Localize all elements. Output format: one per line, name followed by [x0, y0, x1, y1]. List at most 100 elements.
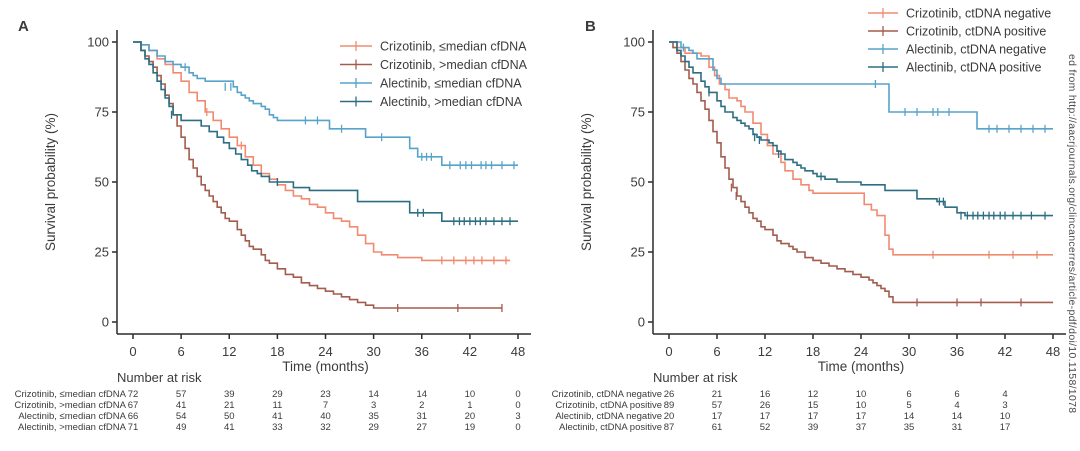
risk-count: 54 — [176, 411, 187, 422]
x-tick-label: 36 — [415, 344, 429, 359]
panel-label-B: B — [585, 18, 596, 35]
risk-count: 31 — [952, 422, 963, 433]
y-tick-label: 100 — [623, 35, 645, 50]
legend-label: Crizotinib, ctDNA negative — [906, 7, 1051, 21]
risk-count: 40 — [320, 411, 331, 422]
risk-count: 10 — [856, 389, 867, 400]
risk-count: 16 — [760, 389, 771, 400]
risk-count: 19 — [465, 422, 476, 433]
risk-count: 0 — [515, 422, 520, 433]
y-tick-label: 75 — [631, 105, 645, 120]
risk-count: 2 — [419, 400, 424, 411]
x-tick-label: 42 — [463, 344, 477, 359]
journal-watermark: ed from http://aacrjournals.org/clincanc… — [1066, 54, 1078, 414]
risk-count: 23 — [320, 389, 331, 400]
x-tick-label: 42 — [998, 344, 1012, 359]
x-tick-label: 12 — [758, 344, 772, 359]
x-tick-label: 18 — [270, 344, 284, 359]
risk-row-label: Crizotinib, >median cfDNA — [14, 400, 126, 411]
risk-count: 14 — [952, 411, 963, 422]
survival-curve-0-2 — [133, 41, 518, 166]
risk-count: 72 — [128, 389, 139, 400]
x-tick-label: 6 — [178, 344, 185, 359]
risk-count: 17 — [856, 411, 867, 422]
panel-label-A: A — [18, 18, 29, 35]
risk-count: 41 — [224, 422, 235, 433]
legend-label: Alectinib, ctDNA positive — [906, 61, 1042, 75]
risk-count: 35 — [904, 422, 915, 433]
risk-count: 11 — [272, 400, 282, 411]
x-tick-label: 30 — [366, 344, 380, 359]
risk-count: 35 — [368, 411, 379, 422]
survival-curve-1-3 — [669, 41, 1053, 217]
risk-count: 49 — [176, 422, 187, 433]
x-tick-label: 48 — [1046, 344, 1060, 359]
x-tick-label: 24 — [854, 344, 868, 359]
risk-count: 29 — [368, 422, 379, 433]
x-tick-label: 0 — [129, 344, 136, 359]
risk-count: 10 — [465, 389, 476, 400]
risk-count: 39 — [224, 389, 235, 400]
risk-count: 41 — [272, 411, 283, 422]
risk-count: 20 — [465, 411, 476, 422]
survival-curve-1-1 — [669, 41, 1053, 304]
risk-count: 17 — [1000, 422, 1011, 433]
risk-count: 66 — [128, 411, 139, 422]
survival-curve-0-1 — [133, 41, 502, 309]
risk-count: 50 — [224, 411, 235, 422]
survival-curve-0-3 — [133, 41, 518, 222]
x-tick-label: 36 — [950, 344, 964, 359]
risk-count: 89 — [664, 400, 675, 411]
risk-count: 17 — [712, 411, 723, 422]
y-tick-label: 25 — [95, 245, 109, 260]
risk-row-label: Alectinib, >median cfDNA — [18, 422, 127, 433]
risk-count: 52 — [760, 422, 771, 433]
risk-count: 4 — [954, 400, 959, 411]
risk-row-label: Alectinib, ctDNA negative — [555, 411, 662, 422]
risk-count: 17 — [808, 411, 819, 422]
risk-count: 87 — [664, 422, 675, 433]
number-at-risk-title: Number at risk — [117, 370, 202, 385]
y-tick-label: 0 — [638, 315, 645, 330]
number-at-risk-title: Number at risk — [653, 370, 738, 385]
y-axis-label: Survival probability (%) — [43, 113, 58, 251]
risk-count: 0 — [515, 389, 520, 400]
risk-count: 67 — [128, 400, 139, 411]
y-tick-label: 75 — [95, 105, 109, 120]
x-tick-label: 30 — [902, 344, 916, 359]
risk-row-label: Crizotinib, ctDNA negative — [552, 389, 662, 400]
risk-count: 37 — [856, 422, 867, 433]
risk-count: 12 — [808, 389, 819, 400]
legend-label: Alectinib, ≤median cfDNA — [380, 77, 522, 91]
risk-count: 57 — [712, 400, 723, 411]
risk-count: 32 — [320, 422, 331, 433]
y-tick-label: 0 — [102, 315, 109, 330]
risk-count: 14 — [368, 389, 379, 400]
legend-label: Crizotinib, >median cfDNA — [380, 58, 528, 72]
risk-row-label: Alectinib, ctDNA positive — [559, 422, 662, 433]
risk-count: 7 — [323, 400, 328, 411]
x-tick-label: 24 — [318, 344, 332, 359]
risk-count: 33 — [272, 422, 283, 433]
risk-count: 10 — [856, 400, 867, 411]
risk-count: 27 — [416, 422, 427, 433]
x-tick-label: 48 — [511, 344, 525, 359]
y-tick-label: 50 — [95, 175, 109, 190]
risk-count: 0 — [515, 400, 520, 411]
risk-row-label: Crizotinib, ctDNA positive — [555, 400, 662, 411]
risk-count: 14 — [904, 411, 915, 422]
risk-count: 39 — [808, 422, 819, 433]
risk-count: 6 — [954, 389, 959, 400]
risk-count: 3 — [515, 411, 520, 422]
risk-count: 29 — [272, 389, 283, 400]
x-axis-label: Time (months) — [818, 359, 905, 374]
risk-count: 14 — [416, 389, 427, 400]
x-axis-label: Time (months) — [282, 359, 369, 374]
risk-count: 26 — [760, 400, 771, 411]
risk-count: 61 — [712, 422, 723, 433]
risk-count: 3 — [371, 400, 376, 411]
risk-count: 20 — [664, 411, 675, 422]
risk-count: 15 — [808, 400, 819, 411]
